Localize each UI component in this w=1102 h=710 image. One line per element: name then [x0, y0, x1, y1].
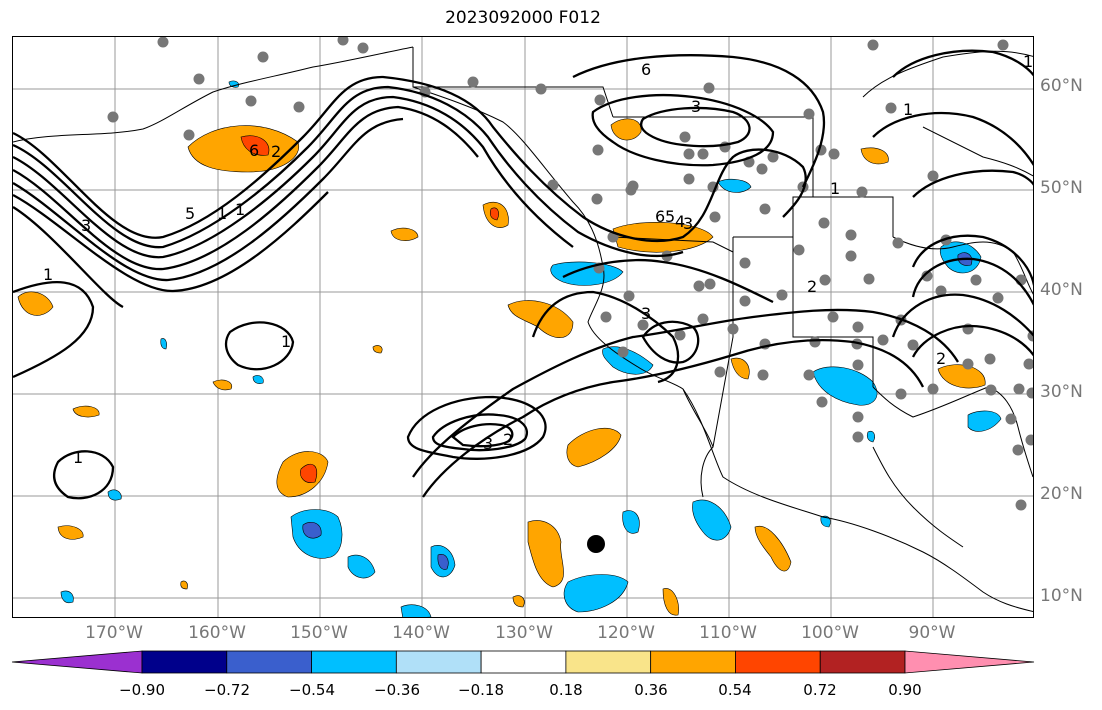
contour-label: 2 [503, 430, 513, 449]
lon-label-170w: 170°W [85, 623, 143, 643]
colorbar-segment [480, 650, 567, 674]
contour-labels: 6 3 1 3 5 1 1 6 3 1 2 1 3 2 1 2 6 5 4 3 … [43, 52, 1033, 467]
contour-label: 1 [217, 204, 227, 223]
lat-label-10n: 10°N [1040, 586, 1083, 606]
lat-label-40n: 40°N [1040, 280, 1083, 300]
contour-label: 1 [281, 332, 291, 351]
contour-label: 3 [81, 216, 91, 235]
lon-label-100w: 100°W [801, 623, 859, 643]
colorbar-label: −0.90 [119, 681, 165, 699]
lon-label-120w: 120°W [597, 623, 655, 643]
contour-label: 6 [641, 60, 651, 79]
colorbar-label: 0.72 [803, 681, 837, 699]
colorbar-label: 0.36 [634, 681, 668, 699]
contour-label: 3 [483, 434, 493, 453]
contour-label: 2 [807, 277, 817, 296]
lon-label-160w: 160°W [188, 623, 246, 643]
colorbar [11, 650, 1035, 674]
contour-label: 1 [235, 200, 245, 219]
contour-label: 5 [185, 204, 195, 223]
colorbar-segment [311, 650, 397, 674]
lat-label-60n: 60°N [1040, 76, 1083, 96]
colorbar-label: −0.18 [458, 681, 504, 699]
coastlines-and-borders [13, 46, 1033, 613]
lat-label-20n: 20°N [1040, 484, 1083, 504]
storm-center-marker[interactable] [587, 535, 605, 553]
contour-label: 1 [903, 100, 913, 119]
contour-label: 1 [1023, 52, 1033, 71]
colorbar-segment [565, 650, 652, 674]
contour-label: 6 [249, 141, 259, 160]
contour-label: 5 [665, 207, 675, 226]
lat-label-30n: 30°N [1040, 382, 1083, 402]
contour-label: 6 [655, 207, 665, 226]
contour-label: 1 [73, 448, 83, 467]
colorbar-label: −0.36 [374, 681, 420, 699]
lon-label-90w: 90°W [908, 623, 956, 643]
negative-anomaly-areas [60, 80, 1002, 617]
colorbar-segment [904, 650, 1035, 674]
lat-label-50n: 50°N [1040, 178, 1083, 198]
colorbar-segment [735, 650, 821, 674]
lon-label-140w: 140°W [392, 623, 450, 643]
colorbar-label: −0.72 [204, 681, 250, 699]
colorbar-segment [226, 650, 312, 674]
station-markers [107, 37, 1033, 511]
contour-label: 4 [675, 212, 685, 231]
colorbar-segment [11, 650, 143, 674]
lon-label-130w: 130°W [495, 623, 553, 643]
colorbar-label: 0.54 [718, 681, 752, 699]
contour-lines [13, 49, 1033, 500]
map-canvas[interactable]: 6 3 1 3 5 1 1 6 3 1 2 1 3 2 1 2 6 5 4 3 … [13, 37, 1034, 618]
colorbar-segment [819, 650, 906, 674]
contour-label: 3 [641, 304, 651, 323]
colorbar-label: 0.18 [549, 681, 583, 699]
map-title: 2023092000 F012 [445, 8, 601, 28]
contour-label: 1 [43, 265, 53, 284]
graticule [13, 37, 1033, 617]
contour-label: 1 [830, 179, 840, 198]
colorbar-segment [650, 650, 736, 674]
contour-label: 2 [271, 142, 281, 161]
colorbar-label: −0.54 [289, 681, 335, 699]
contour-label: 3 [691, 97, 701, 116]
contour-label: 3 [683, 214, 693, 233]
lon-label-150w: 150°W [290, 623, 348, 643]
lon-label-110w: 110°W [699, 623, 757, 643]
contour-label: 2 [936, 349, 946, 368]
colorbar-segment [141, 650, 228, 674]
colorbar-segment [395, 650, 482, 674]
colorbar-label: 0.90 [888, 681, 922, 699]
map-frame[interactable]: 6 3 1 3 5 1 1 6 3 1 2 1 3 2 1 2 6 5 4 3 … [12, 36, 1034, 618]
